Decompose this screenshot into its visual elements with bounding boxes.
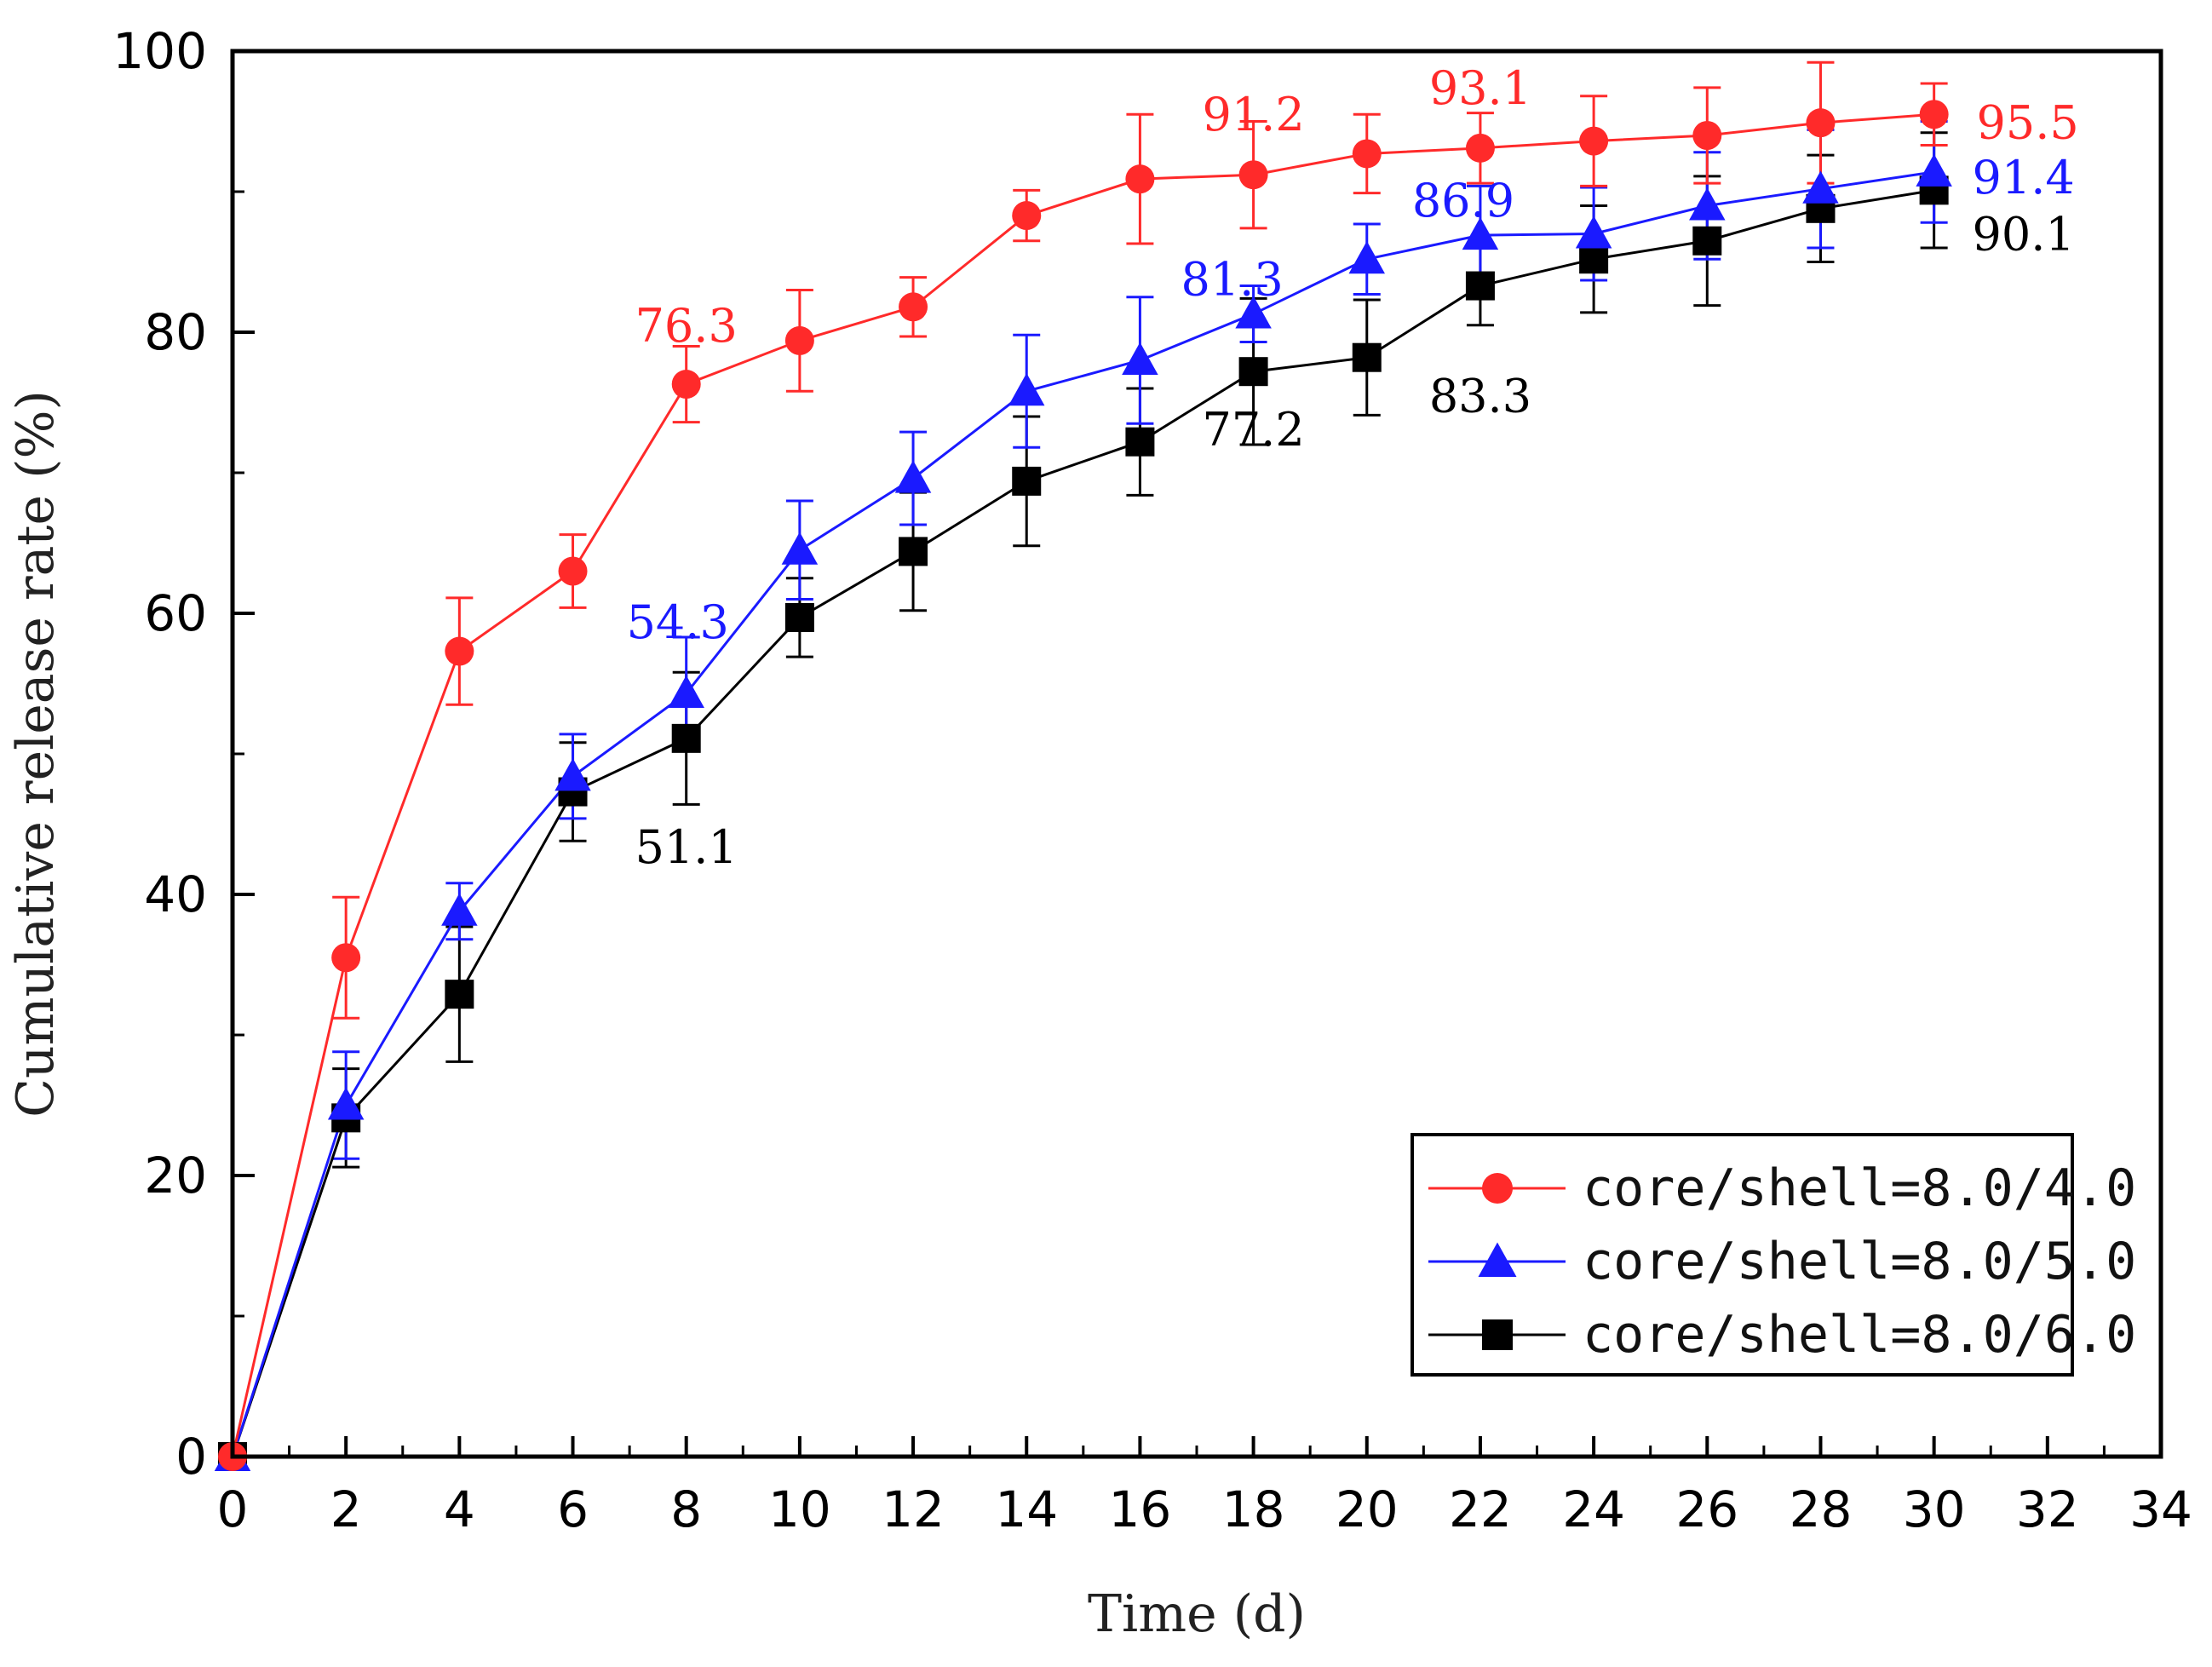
data-point-0 [784, 325, 814, 355]
x-tick-label: 26 [1675, 1480, 1738, 1538]
data-label: 91.4 [1973, 151, 2075, 204]
x-tick-label: 24 [1562, 1480, 1625, 1538]
x-tick-label: 12 [882, 1480, 945, 1538]
data-point-1 [668, 675, 704, 709]
data-point-0 [1125, 164, 1155, 194]
data-point-1 [1916, 153, 1952, 187]
y-tick-label: 80 [144, 303, 207, 361]
data-label: 51.1 [635, 820, 738, 874]
data-point-0 [1012, 201, 1042, 231]
data-point-1 [1235, 296, 1272, 329]
data-point-0 [1238, 160, 1268, 190]
legend-label: core/shell=8.0/5.0 [1583, 1232, 2136, 1291]
data-point-1 [1008, 373, 1045, 406]
y-tick-label: 20 [144, 1147, 207, 1204]
data-point-1 [327, 1087, 365, 1120]
x-tick-label: 6 [557, 1480, 589, 1538]
data-label: 93.1 [1429, 61, 1531, 115]
legend-marker [1482, 1173, 1513, 1204]
data-point-2 [899, 537, 928, 566]
tick-labels-layer: 0 2 4 6 8 10 12 14 16 18 20 22 24 26 28 30 32 34020406080… [112, 22, 2192, 1538]
data-point-0 [1465, 133, 1495, 163]
data-point-0 [1692, 121, 1722, 150]
series-line-2 [231, 188, 1934, 1457]
markers-layer [214, 100, 1952, 1471]
data-point-2 [445, 980, 474, 1009]
x-axis-title: Time (d) [1088, 1584, 1306, 1644]
data-point-1 [554, 758, 591, 791]
data-point-1 [441, 893, 478, 926]
data-point-0 [899, 292, 928, 322]
x-tick-label: 4 [444, 1480, 475, 1538]
data-point-2 [1238, 357, 1268, 387]
series-line-1 [231, 170, 1934, 1457]
legend-marker [1478, 1242, 1517, 1277]
y-tick-label: 0 [175, 1428, 207, 1486]
data-point-0 [331, 943, 361, 973]
data-point-1 [1462, 216, 1499, 250]
data-point-2 [1579, 244, 1609, 274]
x-tick-label: 8 [670, 1480, 702, 1538]
data-point-0 [445, 636, 474, 666]
x-tick-label: 32 [2016, 1480, 2079, 1538]
data-point-2 [1125, 427, 1155, 457]
x-tick-label: 14 [995, 1480, 1058, 1538]
data-label: 83.3 [1429, 370, 1531, 423]
data-point-0 [671, 370, 701, 400]
y-tick-label: 60 [144, 584, 207, 642]
data-point-0 [558, 556, 588, 586]
axis-ticks-layer [231, 49, 2163, 1458]
x-tick-label: 20 [1336, 1480, 1399, 1538]
x-tick-label: 16 [1109, 1480, 1172, 1538]
data-label: 90.1 [1973, 207, 2075, 261]
data-point-2 [1692, 226, 1722, 256]
x-tick-label: 0 [217, 1480, 249, 1538]
data-point-1 [1689, 187, 1726, 221]
data-label: 54.3 [627, 595, 729, 649]
data-point-1 [894, 460, 932, 493]
series-lines-layer [231, 112, 1934, 1457]
x-tick-label: 18 [1222, 1480, 1285, 1538]
data-label: 76.3 [635, 299, 738, 353]
data-point-2 [1012, 466, 1042, 496]
data-label: 81.3 [1181, 253, 1283, 307]
legend-label: core/shell=8.0/6.0 [1583, 1305, 2136, 1365]
series-line-0 [231, 112, 1934, 1457]
data-point-0 [1806, 108, 1836, 138]
data-label: 95.5 [1977, 95, 2079, 149]
x-tick-label: 10 [768, 1480, 831, 1538]
data-label: 91.2 [1202, 88, 1304, 141]
data-point-1 [781, 532, 819, 565]
data-point-0 [1919, 100, 1949, 129]
data-label: 77.2 [1202, 403, 1304, 457]
data-point-1 [1122, 342, 1158, 375]
x-tick-label: 28 [1790, 1480, 1853, 1538]
data-label: 86.9 [1412, 174, 1514, 227]
data-point-2 [671, 723, 701, 753]
data-point-1 [1575, 216, 1612, 249]
data-point-1 [1802, 170, 1839, 204]
legend: core/shell=8.0/4.0 core/shell=8.0/5.0 core… [1411, 1133, 2136, 1377]
data-labels-layer: 76.3 91.2 93.1 95.5 54.3 81.3 86.9 91.4 51.1 77.2… [627, 61, 2079, 874]
legend-marker [1482, 1319, 1513, 1350]
data-point-1 [1348, 240, 1386, 274]
x-tick-label: 22 [1449, 1480, 1512, 1538]
legend-label: core/shell=8.0/4.0 [1583, 1158, 2136, 1218]
data-point-0 [1352, 139, 1382, 169]
data-point-0 [1579, 126, 1609, 156]
y-axis-title: Cumulative release rate (%) [6, 390, 66, 1118]
x-tick-label: 2 [330, 1480, 362, 1538]
y-tick-label: 100 [112, 22, 207, 80]
data-point-2 [1465, 271, 1495, 301]
x-tick-label: 30 [1903, 1480, 1966, 1538]
data-point-2 [1352, 342, 1382, 372]
data-point-2 [784, 602, 814, 632]
x-tick-label: 34 [2129, 1480, 2192, 1538]
y-tick-label: 40 [144, 865, 207, 923]
